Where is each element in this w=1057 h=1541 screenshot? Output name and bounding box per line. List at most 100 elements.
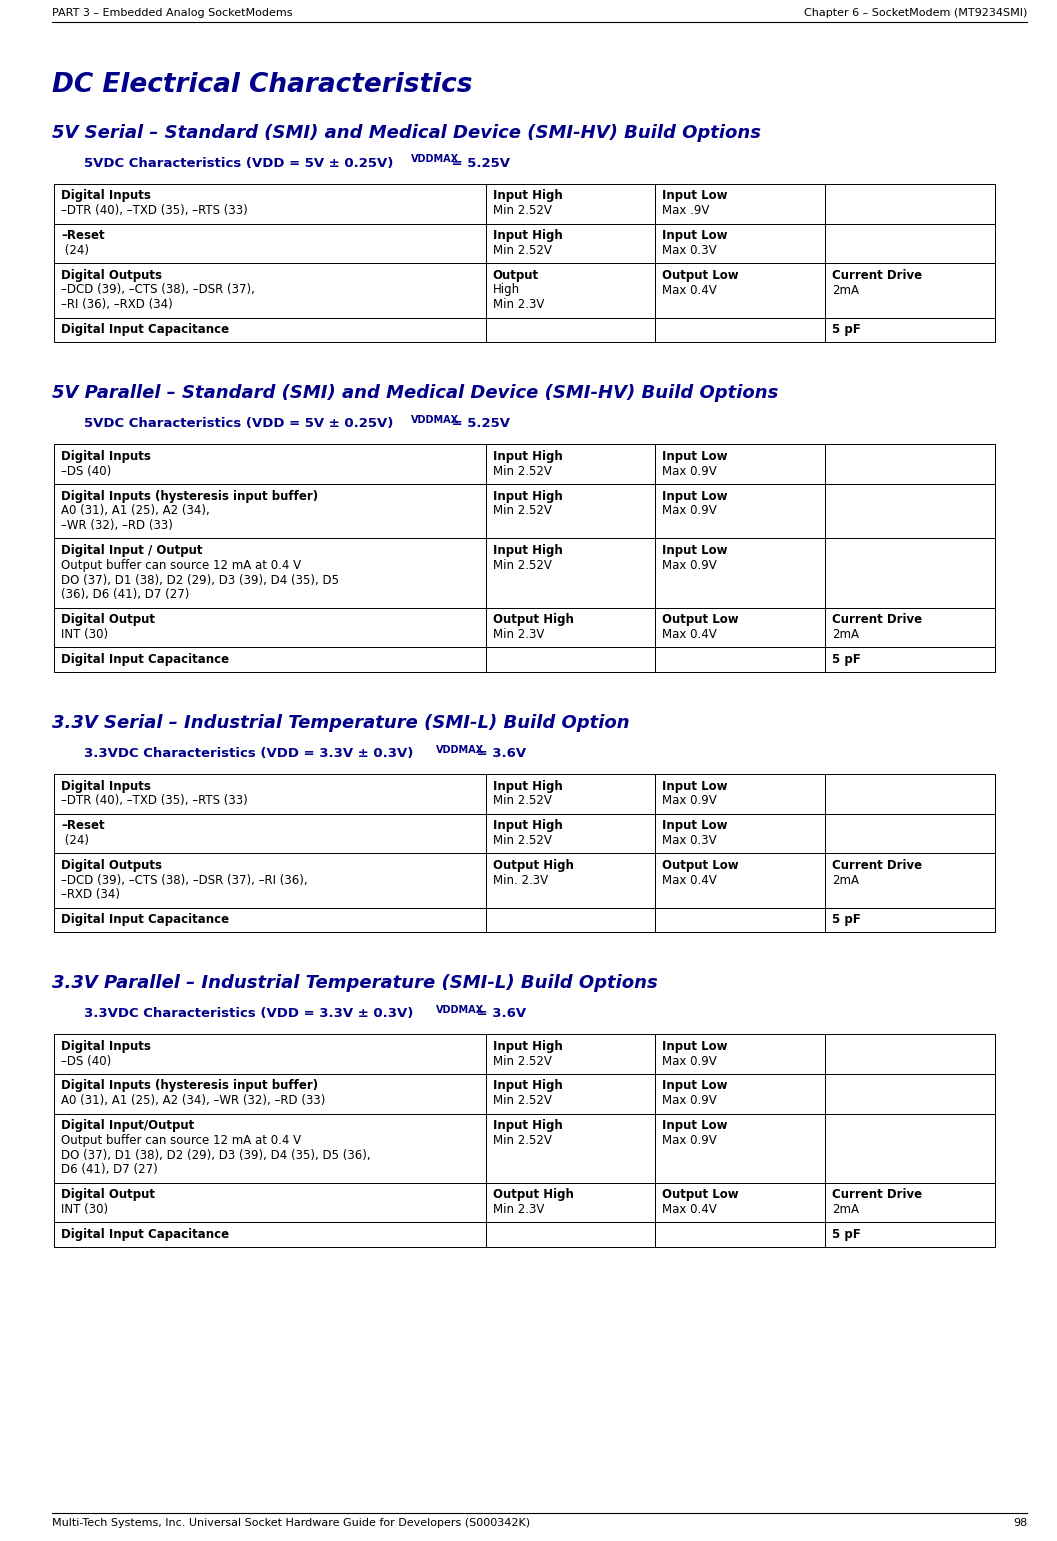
Text: Min 2.52V: Min 2.52V (493, 504, 552, 518)
Text: Max 0.3V: Max 0.3V (663, 243, 717, 257)
Text: PART 3 – Embedded Analog SocketModems: PART 3 – Embedded Analog SocketModems (52, 8, 293, 18)
Text: Input Low: Input Low (663, 1040, 728, 1053)
Bar (54, 1183, 485, 1222)
Text: Min. 2.3V: Min. 2.3V (493, 874, 548, 886)
Text: 3.3V Parallel – Industrial Temperature (SMI-L) Build Options: 3.3V Parallel – Industrial Temperature (… (52, 974, 657, 992)
Text: Min 2.52V: Min 2.52V (493, 834, 552, 848)
Text: 5V Parallel – Standard (SMI) and Medical Device (SMI-HV) Build Options: 5V Parallel – Standard (SMI) and Medical… (52, 384, 778, 402)
Text: INT (30): INT (30) (61, 627, 108, 641)
Bar (826, 1183, 995, 1222)
Text: Min 2.3V: Min 2.3V (493, 299, 544, 311)
Bar (655, 1114, 826, 1183)
Bar (826, 538, 995, 607)
Bar (826, 484, 995, 538)
Bar (485, 908, 655, 932)
Text: Min 2.3V: Min 2.3V (493, 1204, 544, 1216)
Bar (826, 854, 995, 908)
Text: 3.3V Serial – Industrial Temperature (SMI-L) Build Option: 3.3V Serial – Industrial Temperature (SM… (52, 713, 630, 732)
Text: VDDMAX: VDDMAX (411, 415, 460, 425)
Bar (826, 908, 995, 932)
Text: –RI (36), –RXD (34): –RI (36), –RXD (34) (61, 299, 172, 311)
Bar (485, 183, 655, 223)
Bar (655, 317, 826, 342)
Bar (485, 264, 655, 317)
Text: Digital Output: Digital Output (61, 1188, 155, 1202)
Text: Max 0.9V: Max 0.9V (663, 1134, 717, 1147)
Bar (655, 183, 826, 223)
Text: Max 0.4V: Max 0.4V (663, 284, 717, 296)
Text: Current Drive: Current Drive (832, 1188, 923, 1202)
Bar (485, 647, 655, 672)
Text: Input High: Input High (493, 450, 562, 462)
Text: 2mA: 2mA (832, 1204, 859, 1216)
Bar (485, 814, 655, 854)
Text: 5 pF: 5 pF (832, 324, 860, 336)
Text: Input Low: Input Low (663, 190, 728, 202)
Text: 3.3VDC Characteristics (VDD = 3.3V ± 0.3V): 3.3VDC Characteristics (VDD = 3.3V ± 0.3… (84, 1008, 418, 1020)
Text: (24): (24) (61, 834, 89, 848)
Bar (54, 814, 485, 854)
Text: Min 2.3V: Min 2.3V (493, 627, 544, 641)
Text: Input Low: Input Low (663, 490, 728, 502)
Bar (54, 223, 485, 264)
Text: Digital Input Capacitance: Digital Input Capacitance (61, 653, 229, 666)
Text: Min 2.52V: Min 2.52V (493, 559, 552, 572)
Text: Chapter 6 – SocketModem (MT9234SMI): Chapter 6 – SocketModem (MT9234SMI) (803, 8, 1027, 18)
Bar (655, 1222, 826, 1247)
Text: Input Low: Input Low (663, 1080, 728, 1093)
Text: Output High: Output High (493, 613, 574, 626)
Text: Input High: Input High (493, 544, 562, 556)
Bar (485, 1034, 655, 1074)
Text: Digital Outputs: Digital Outputs (61, 268, 162, 282)
Text: Digital Inputs: Digital Inputs (61, 780, 151, 792)
Bar (655, 538, 826, 607)
Bar (54, 538, 485, 607)
Text: Min 2.52V: Min 2.52V (493, 1134, 552, 1147)
Text: INT (30): INT (30) (61, 1204, 108, 1216)
Text: D6 (41), D7 (27): D6 (41), D7 (27) (61, 1163, 157, 1176)
Text: 5V Serial – Standard (SMI) and Medical Device (SMI-HV) Build Options: 5V Serial – Standard (SMI) and Medical D… (52, 123, 761, 142)
Bar (485, 774, 655, 814)
Bar (54, 1114, 485, 1183)
Text: –WR (32), –RD (33): –WR (32), –RD (33) (61, 519, 173, 532)
Bar (655, 444, 826, 484)
Bar (655, 223, 826, 264)
Bar (54, 647, 485, 672)
Bar (826, 317, 995, 342)
Text: Digital Input Capacitance: Digital Input Capacitance (61, 1228, 229, 1241)
Bar (826, 1034, 995, 1074)
Bar (485, 1074, 655, 1114)
Bar (485, 607, 655, 647)
Bar (485, 223, 655, 264)
Text: 5 pF: 5 pF (832, 914, 860, 926)
Text: 3.3VDC Characteristics (VDD = 3.3V ± 0.3V): 3.3VDC Characteristics (VDD = 3.3V ± 0.3… (84, 747, 418, 760)
Bar (54, 908, 485, 932)
Text: = 3.6V: = 3.6V (471, 1008, 526, 1020)
Bar (485, 854, 655, 908)
Bar (54, 1074, 485, 1114)
Text: Digital Inputs: Digital Inputs (61, 190, 151, 202)
Bar (826, 607, 995, 647)
Text: Digital Inputs: Digital Inputs (61, 1040, 151, 1053)
Text: –Reset: –Reset (61, 230, 105, 242)
Text: Digital Output: Digital Output (61, 613, 155, 626)
Text: Input Low: Input Low (663, 450, 728, 462)
Text: Max 0.9V: Max 0.9V (663, 1054, 717, 1068)
Text: Output Low: Output Low (663, 858, 739, 872)
Bar (54, 854, 485, 908)
Bar (655, 814, 826, 854)
Text: Max 0.9V: Max 0.9V (663, 794, 717, 807)
Text: Digital Inputs: Digital Inputs (61, 450, 151, 462)
Text: 5VDC Characteristics (VDD = 5V ± 0.25V): 5VDC Characteristics (VDD = 5V ± 0.25V) (84, 418, 398, 430)
Bar (54, 1222, 485, 1247)
Bar (826, 774, 995, 814)
Text: 5 pF: 5 pF (832, 653, 860, 666)
Bar (826, 264, 995, 317)
Text: Input High: Input High (493, 820, 562, 832)
Bar (54, 444, 485, 484)
Bar (826, 183, 995, 223)
Bar (826, 647, 995, 672)
Text: Max 0.3V: Max 0.3V (663, 834, 717, 848)
Text: Input High: Input High (493, 490, 562, 502)
Text: = 5.25V: = 5.25V (447, 418, 511, 430)
